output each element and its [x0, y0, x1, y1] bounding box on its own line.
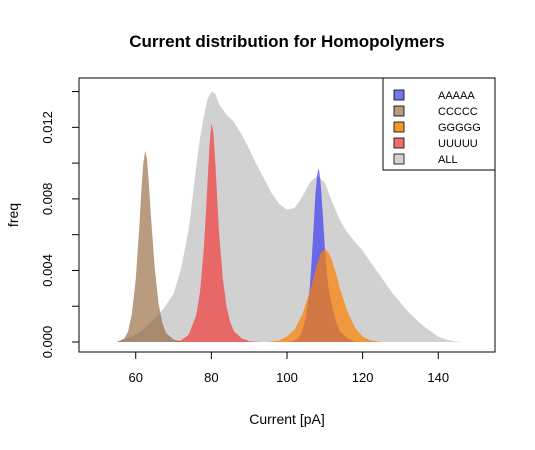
legend-label-ggggg: GGGGG	[438, 122, 481, 134]
legend: AAAAA CCCCC GGGGG UUUUU ALL	[382, 77, 496, 171]
x-tick-label: 80	[204, 370, 218, 385]
legend-label-uuuuu: UUUUU	[438, 138, 478, 150]
x-axis: 60 80 100 120 140	[128, 352, 449, 385]
legend-swatch-ggggg	[393, 121, 405, 133]
x-tick-label: 100	[276, 370, 298, 385]
legend-swatch-ccccc	[393, 105, 405, 117]
y-tick-label: 0.012	[40, 111, 55, 144]
x-tick-label: 60	[128, 370, 142, 385]
legend-swatch-uuuuu	[393, 137, 405, 149]
y-axis-label: freq	[5, 203, 21, 227]
series-area-uuuuu	[173, 123, 261, 343]
chart-title: Current distribution for Homopolymers	[129, 32, 444, 51]
series-area-ggggg	[268, 248, 382, 342]
series-area-ccccc	[116, 150, 182, 342]
legend-label-aaaaa: AAAAA	[438, 90, 475, 102]
series-layer	[116, 91, 461, 343]
legend-swatch-aaaaa	[393, 89, 405, 101]
y-tick-label: 0.008	[40, 183, 55, 216]
x-tick-label: 120	[352, 370, 374, 385]
legend-swatch-all	[393, 153, 405, 165]
y-tick-label: 0.004	[40, 254, 55, 287]
legend-label-all: ALL	[438, 154, 458, 166]
y-tick-label: 0.000	[40, 326, 55, 359]
x-axis-label: Current [pA]	[249, 411, 324, 427]
x-tick-label: 140	[427, 370, 449, 385]
legend-label-ccccc: CCCCC	[438, 106, 478, 118]
y-axis: 0.000 0.004 0.008 0.012	[40, 91, 79, 359]
